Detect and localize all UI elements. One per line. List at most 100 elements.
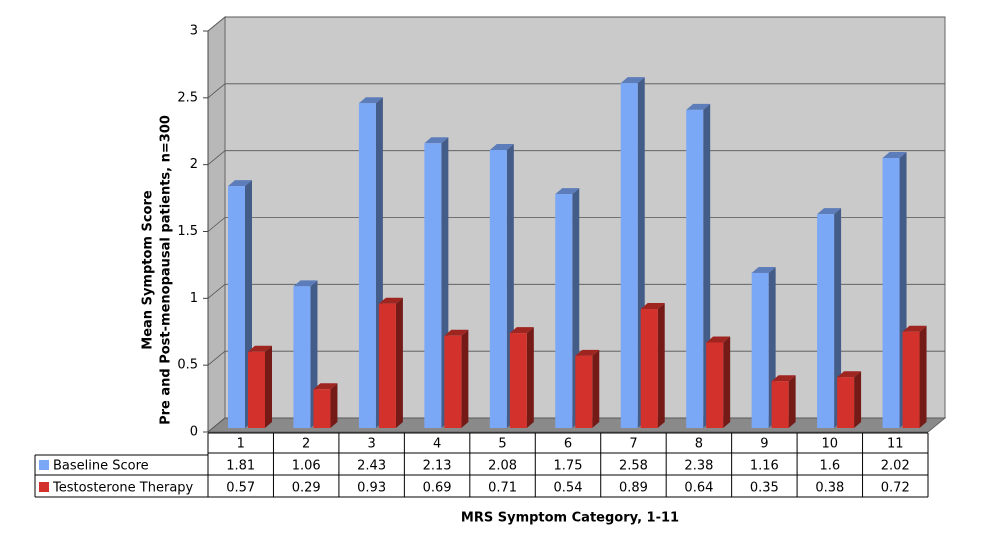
bar [771,375,796,428]
y-tick-label: 1 [190,291,198,306]
bar-side [657,303,665,428]
table-value: 1.16 [750,459,779,474]
bar-top [313,383,338,390]
bar-side [265,345,272,428]
bar-top [228,180,252,187]
bar-front [817,214,835,428]
bar-front [640,309,658,428]
bar [378,297,403,428]
table-value: 0.72 [881,481,910,496]
x-tick-label: 4 [433,437,441,452]
y-tick-label: 3 [190,24,198,39]
bar-top [424,137,449,144]
bar-front [902,331,920,428]
x-axis-title: MRS Symptom Category, 1-11 [461,511,679,526]
bar [640,303,665,428]
bar-top [837,371,862,378]
y-tick-label: 0 [190,425,198,440]
table-value: 0.89 [619,481,648,496]
y-axis-title: Pre and Post-menopausal patients, n=300 [159,115,174,425]
x-tick-label: 5 [498,437,506,452]
bar-front [575,355,593,428]
bar-front [248,351,265,428]
grid-line [207,16,945,32]
bar-front [489,149,507,428]
x-tick-label: 7 [629,437,637,452]
table-value: 0.57 [226,481,255,496]
bar-top [902,325,927,332]
bar-front [444,335,462,428]
bar-front [378,303,396,428]
legend-swatch [39,482,49,492]
bar-front [313,389,331,428]
table-value: 1.06 [292,459,321,474]
grid-line [207,83,945,99]
legend-label: Baseline Score [53,459,149,474]
bar-top [686,103,711,110]
bar-front [620,83,638,428]
x-tick-label: 6 [564,437,572,452]
y-tick-label: 2 [190,157,198,172]
bar-side [526,327,534,428]
bar-top [248,345,272,352]
bar-top [706,336,731,343]
bar-front [751,272,769,428]
table-value: 0.69 [423,481,452,496]
bar [444,329,469,428]
bar [575,349,600,428]
x-tick-label: 3 [367,437,375,452]
table-value: 2.38 [684,459,713,474]
bar-top [620,77,645,84]
x-tick-label: 1 [237,437,245,452]
x-tick-label: 8 [695,437,703,452]
table-value: 2.43 [357,459,386,474]
table-value: 1.81 [226,459,255,474]
y-tick-label: 2.5 [177,90,198,105]
bar-top [575,349,600,356]
table-value: 2.13 [423,459,452,474]
table-value: 0.64 [684,481,713,496]
bar-front [706,342,724,428]
bar-front [228,186,245,428]
x-tick-label: 11 [887,437,904,452]
bar [313,383,338,428]
bar-side [723,336,731,428]
x-tick-label: 10 [822,437,839,452]
bar-side [592,349,600,428]
bar-top [444,329,469,336]
bar-top [378,297,403,304]
bar-side [330,383,338,428]
x-tick-label: 9 [760,437,768,452]
bar [509,327,534,428]
bar [706,336,731,428]
bar-side [395,297,403,428]
y-axis-title: Mean Symptom Score [141,190,156,350]
bar-side [834,208,842,428]
bar-top [489,143,514,150]
bar-top [817,208,842,215]
table-value: 0.29 [292,481,321,496]
bar-front [358,103,376,428]
bar-top [358,97,383,104]
bar-front [509,333,527,428]
bar-front [837,377,855,428]
bar-side [919,325,927,428]
table-value: 0.54 [554,481,583,496]
bar [902,325,927,428]
table-value: 1.6 [819,459,840,474]
table-value: 0.71 [488,481,517,496]
bar-top [771,375,796,382]
y-tick-label: 1.5 [177,224,198,239]
bar [837,371,862,428]
bar-side [788,375,796,428]
bar-top [882,151,907,158]
bar-top [555,188,580,195]
y-tick-label: 0.5 [177,358,198,373]
table-value: 0.38 [815,481,844,496]
bar-top [640,303,665,310]
bar [817,208,842,428]
legend-label: Testosterone Therapy [52,481,194,496]
bar-front [882,157,900,428]
table-value: 2.02 [881,459,910,474]
bar-front [686,109,704,428]
